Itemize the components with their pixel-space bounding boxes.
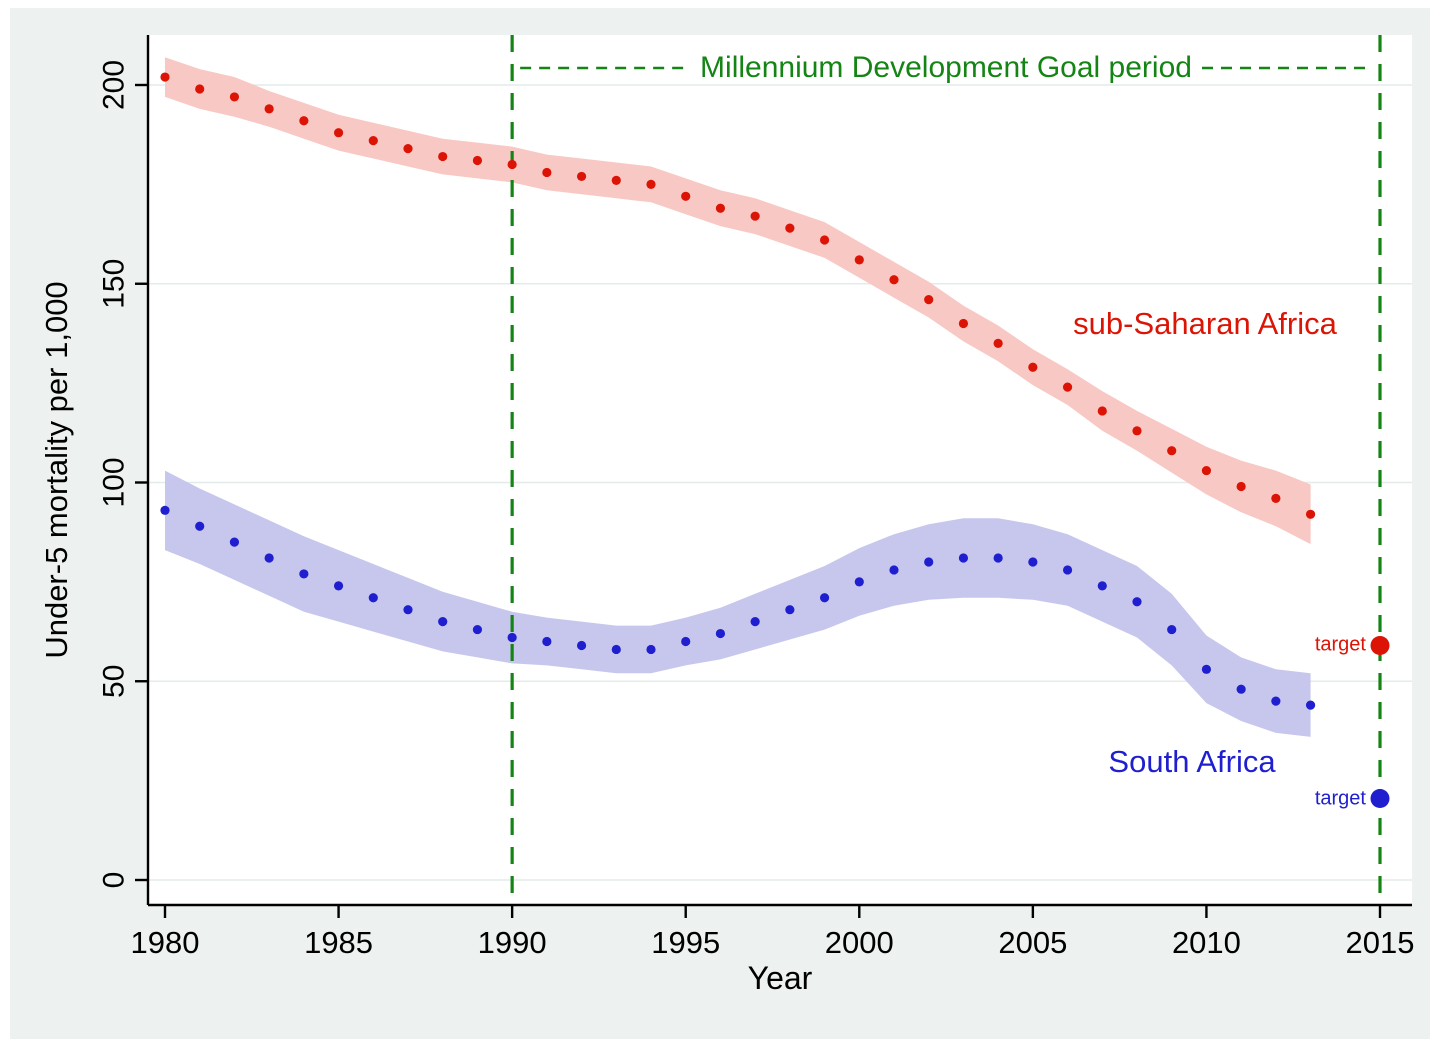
x-tick-label: 2015: [1346, 925, 1415, 960]
sa-data-point: [507, 632, 517, 643]
sa-data-point: [958, 553, 969, 563]
x-tick-label: 1995: [651, 925, 720, 960]
sa-data-point: [993, 553, 1003, 563]
ssa-data-point: [229, 92, 240, 102]
ssa-data-point: [1062, 382, 1073, 392]
y-tick-label: 50: [98, 665, 131, 698]
sa-data-point: [576, 640, 587, 651]
ssa-data-point: [299, 116, 309, 126]
sa-data-point: [1097, 581, 1107, 591]
ssa-data-point: [993, 338, 1003, 348]
ssa-data-point: [1167, 446, 1177, 456]
ssa-data-point: [958, 318, 969, 329]
ssa-data-point: [1028, 362, 1038, 372]
sa-data-point: [750, 617, 760, 627]
sa-data-point: [715, 628, 726, 639]
ssa-data-point: [1201, 465, 1212, 476]
ssa-data-point: [646, 179, 656, 189]
ssa-data-point: [924, 295, 934, 305]
y-tick-label: 200: [98, 60, 131, 110]
ssa-data-point: [368, 136, 378, 146]
sa-data-point: [472, 624, 483, 635]
ssa-data-point: [785, 223, 795, 233]
sa-data-point: [785, 605, 795, 615]
sa-data-point: [924, 557, 934, 567]
sa-confidence-band: [165, 470, 1311, 737]
sa-data-point: [299, 569, 309, 579]
sa-data-point: [1236, 684, 1246, 694]
ssa-data-point: [403, 144, 413, 154]
ssa-data-point: [1271, 493, 1281, 503]
ssa-data-point: [1132, 426, 1142, 436]
x-tick-label: 2005: [998, 925, 1067, 960]
sa-data-point: [403, 605, 413, 615]
ssa-data-point: [1305, 509, 1316, 519]
sa-data-point: [264, 553, 274, 563]
sa-data-point: [1132, 597, 1142, 607]
sa-data-point: [160, 505, 170, 515]
x-tick-label: 1985: [304, 925, 373, 960]
sa-data-point: [438, 617, 448, 627]
ssa-data-point: [472, 155, 483, 166]
ssa-data-point: [195, 84, 205, 94]
sa-data-point: [333, 581, 344, 591]
sa-data-point: [1305, 700, 1316, 710]
sa-data-point: [195, 521, 205, 531]
sa-data-point: [229, 537, 240, 547]
ssa-data-point: [611, 175, 621, 185]
sa-data-point: [646, 644, 656, 655]
sa-data-point: [1201, 664, 1212, 674]
sa-data-point: [1062, 565, 1073, 575]
sa-data-point: [681, 636, 691, 647]
ssa-data-point: [576, 171, 587, 182]
ssa-data-point: [854, 255, 864, 265]
ssa-data-point: [819, 235, 830, 245]
ssa-data-point: [715, 203, 726, 213]
ssa-data-point: [889, 275, 899, 285]
sa-target-point: [1370, 789, 1390, 809]
sa-data-point: [854, 577, 864, 587]
ssa-data-point: [1097, 406, 1107, 416]
y-tick-label: 150: [98, 259, 131, 309]
x-tick-label: 2010: [1172, 925, 1241, 960]
sa-data-point: [1167, 624, 1177, 635]
sa-data-point: [819, 593, 830, 603]
x-tick-label: 1990: [478, 925, 547, 960]
ssa-data-point: [333, 128, 344, 138]
sa-data-point: [542, 636, 552, 647]
ssa-confidence-band: [165, 57, 1311, 545]
y-tick-label: 0: [98, 872, 131, 889]
x-tick-label: 1980: [131, 925, 200, 960]
sa-data-point: [368, 593, 378, 603]
ssa-data-point: [264, 104, 274, 114]
ssa-data-point: [507, 159, 517, 170]
ssa-data-point: [681, 191, 691, 201]
sa-data-point: [889, 565, 899, 575]
x-tick-label: 2000: [825, 925, 894, 960]
ssa-data-point: [542, 167, 552, 178]
y-tick-label: 100: [98, 457, 131, 507]
sa-data-point: [1271, 696, 1281, 706]
sa-data-point: [1028, 557, 1038, 567]
ssa-data-point: [438, 151, 448, 162]
ssa-data-point: [160, 72, 170, 82]
ssa-target-point: [1370, 635, 1390, 655]
ssa-data-point: [750, 211, 760, 221]
sa-data-point: [611, 644, 621, 655]
ssa-data-point: [1236, 481, 1246, 492]
